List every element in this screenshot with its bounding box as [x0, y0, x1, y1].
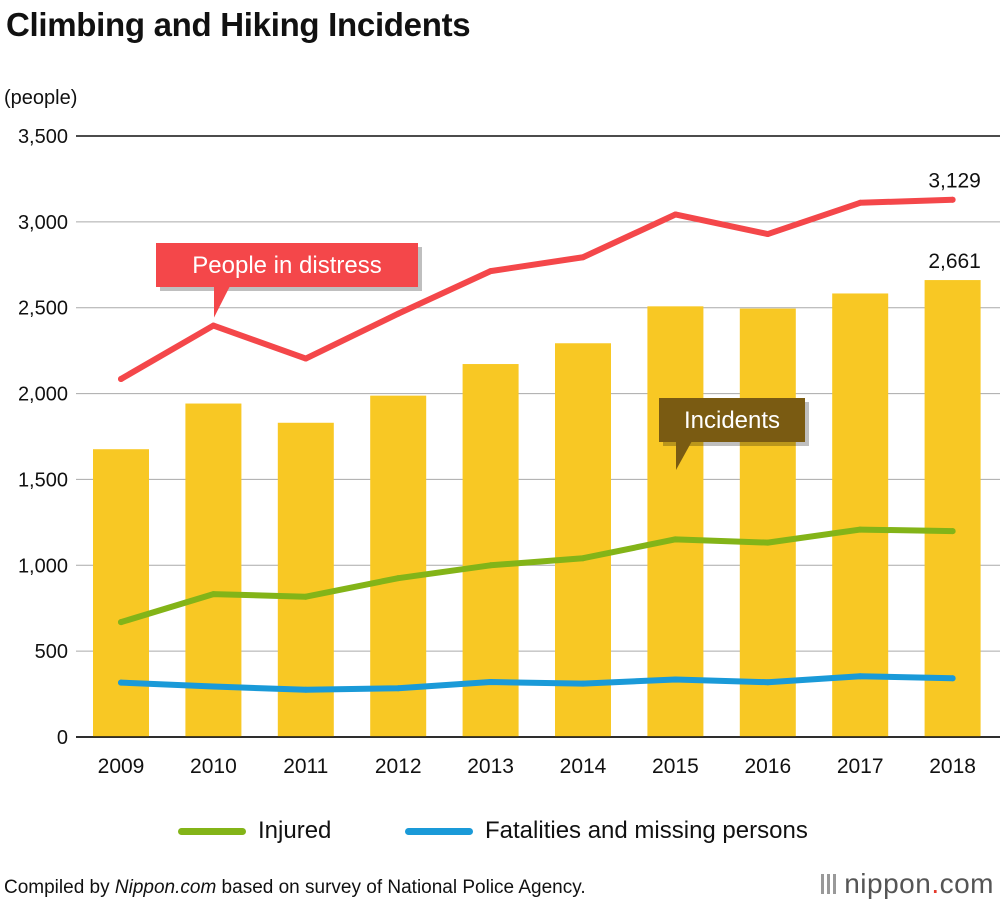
bar-2012 [370, 395, 427, 737]
y-tick-label-1000: 1,000 [18, 555, 68, 577]
callout-pointer [676, 441, 692, 470]
bar-2015 [647, 306, 704, 737]
x-tick-label-2010: 2010 [190, 755, 237, 778]
bar-2017 [832, 293, 889, 737]
data-label-people-in-distress: 3,129 [928, 170, 981, 193]
brand-mark-icon [821, 874, 837, 894]
legend-swatch-fatalities [405, 827, 473, 835]
line-injured [118, 526, 956, 626]
x-tick-label-2013: 2013 [467, 755, 514, 778]
brand-name: nippon [844, 868, 932, 899]
source-suffix: based on survey of National Police Agenc… [216, 877, 586, 898]
point-injured-2011 [302, 593, 309, 600]
point-people-in-distress-2016 [764, 231, 771, 238]
point-people-in-distress-2017 [857, 199, 864, 206]
point-injured-2014 [580, 555, 586, 562]
point-fatalities-and-missing-persons-2018 [949, 675, 956, 682]
brand-dot: . [931, 868, 940, 899]
callout-label: People in distress [192, 252, 381, 279]
bar-2009 [93, 449, 149, 737]
line-series [118, 196, 956, 693]
y-tick-label-1500: 1,500 [18, 469, 68, 491]
point-injured-2010 [210, 591, 217, 598]
brand-tld: com [939, 868, 994, 899]
y-tick-label-2500: 2,500 [18, 298, 68, 320]
chart-title: Climbing and Hiking Incidents [6, 6, 471, 43]
x-tick-label-2011: 2011 [283, 755, 328, 778]
point-people-in-distress-2013 [487, 268, 494, 275]
point-fatalities-and-missing-persons-2012 [395, 685, 402, 692]
point-injured-2017 [857, 526, 864, 533]
line-fatalities-and-missing-persons [118, 673, 956, 693]
point-fatalities-and-missing-persons-2014 [580, 680, 586, 687]
callout-label: Incidents [684, 407, 780, 434]
source-note: Compiled by Nippon.com based on survey o… [4, 877, 586, 899]
x-tick-label-2014: 2014 [560, 755, 607, 778]
point-injured-2009 [118, 619, 124, 626]
point-people-in-distress-2009 [118, 375, 124, 382]
y-tick-label-3000: 3,000 [18, 212, 68, 234]
x-tick-label-2018: 2018 [929, 755, 976, 778]
point-fatalities-and-missing-persons-2009 [118, 679, 124, 686]
point-injured-2012 [395, 575, 402, 582]
point-fatalities-and-missing-persons-2010 [210, 683, 217, 690]
data-labels: 3,129 2,661 [928, 170, 981, 273]
callout-box [659, 398, 805, 442]
x-tick-label-2015: 2015 [652, 755, 699, 778]
callout-pointer [214, 286, 230, 318]
data-label-incidents: 2,661 [928, 250, 981, 273]
bar-2018 [924, 280, 981, 737]
point-fatalities-and-missing-persons-2016 [764, 679, 771, 686]
point-people-in-distress-2015 [672, 211, 679, 218]
point-people-in-distress-2012 [395, 310, 402, 317]
point-injured-2015 [672, 536, 679, 543]
point-people-in-distress-2010 [210, 322, 217, 329]
y-tick-label-2000: 2,000 [18, 384, 68, 406]
brand-logo: nippon. com [821, 868, 994, 900]
callout-incidents: Incidents [659, 398, 809, 470]
point-fatalities-and-missing-persons-2017 [857, 673, 864, 680]
y-tick-label-500: 500 [35, 641, 68, 663]
legend-label-injured: Injured [258, 817, 332, 844]
point-fatalities-and-missing-persons-2013 [487, 679, 494, 686]
source-name: Nippon.com [114, 877, 217, 898]
point-injured-2013 [487, 562, 494, 569]
x-tick-label-2017: 2017 [837, 755, 884, 778]
bar-series-incidents [76, 280, 1000, 738]
axis-ticks: 0 500 1,000 1,500 2,000 2,500 3,000 3,500 2009 20… [18, 126, 976, 778]
callouts: People in distress Incidents [156, 243, 809, 470]
bar-2010 [185, 403, 242, 737]
callout-box [156, 243, 418, 287]
point-fatalities-and-missing-persons-2011 [302, 686, 309, 693]
line-people-in-distress [118, 196, 956, 382]
callout-people-in-distress: People in distress [156, 243, 422, 318]
bar-2011 [277, 422, 334, 737]
y-axis-unit-label: (people) [4, 87, 77, 109]
point-people-in-distress-2018 [949, 196, 956, 203]
x-tick-label-2009: 2009 [98, 755, 145, 778]
legend-item-fatalities: Fatalities and missing persons [405, 817, 808, 845]
legend: Injured Fatalities and missing persons [0, 817, 1000, 853]
legend-label-fatalities: Fatalities and missing persons [485, 817, 808, 844]
point-fatalities-and-missing-persons-2015 [672, 676, 679, 683]
point-people-in-distress-2014 [580, 254, 586, 261]
x-tick-label-2012: 2012 [375, 755, 422, 778]
y-tick-label-0: 0 [57, 727, 68, 749]
bar-2014 [555, 343, 611, 737]
point-injured-2018 [949, 528, 956, 535]
y-tick-label-3500: 3,500 [18, 126, 68, 148]
x-tick-label-2016: 2016 [744, 755, 791, 778]
bar-2016 [739, 308, 796, 737]
point-injured-2016 [764, 539, 771, 546]
bar-2013 [462, 364, 519, 737]
point-people-in-distress-2011 [302, 355, 309, 362]
legend-swatch-injured [178, 827, 246, 835]
legend-item-injured: Injured [178, 817, 331, 845]
source-prefix: Compiled by [4, 877, 115, 898]
